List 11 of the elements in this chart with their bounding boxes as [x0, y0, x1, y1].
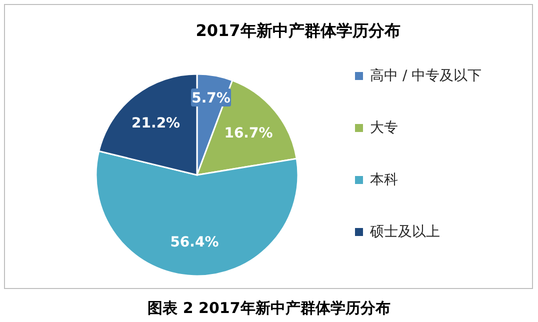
- chart-title: 2017年新中产群体学历分布: [196, 21, 400, 40]
- legend-label: 大专: [370, 120, 398, 136]
- legend-label: 本科: [370, 172, 398, 188]
- legend-label: 高中 / 中专及以下: [370, 68, 482, 84]
- text: 图表 2 2017年新中产群体学历分布: [148, 299, 390, 317]
- data-label: 5.7%: [192, 90, 230, 106]
- legend-label: 硕士及以上: [369, 224, 440, 240]
- data-label: 16.7%: [224, 126, 273, 142]
- pie-slice: [95, 150, 299, 277]
- data-label: 56.4%: [170, 234, 219, 251]
- data-label: 21.2%: [132, 116, 180, 132]
